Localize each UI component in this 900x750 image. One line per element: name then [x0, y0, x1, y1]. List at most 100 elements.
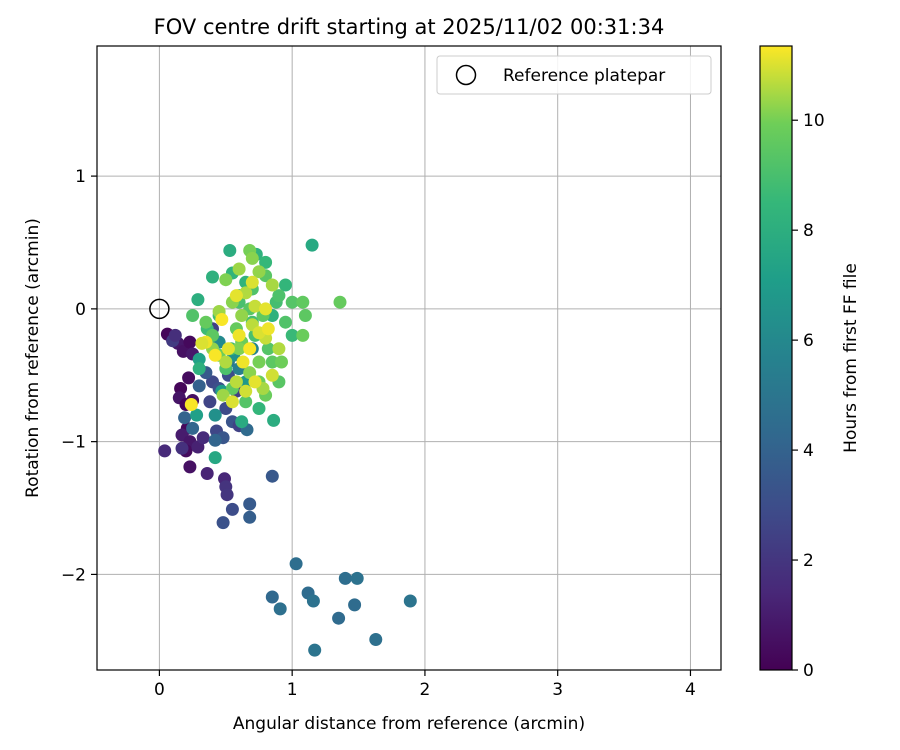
data-point [272, 342, 286, 356]
data-point [305, 238, 319, 252]
data-point [192, 362, 206, 376]
data-point [252, 355, 266, 369]
data-point [232, 262, 246, 276]
data-point [208, 451, 222, 465]
data-point [239, 395, 253, 409]
data-point [206, 270, 219, 284]
data-point [265, 590, 279, 604]
y-axis-ticks: −2 −1 0 1 [61, 167, 97, 585]
y-tick-label: −2 [61, 565, 86, 585]
data-point [158, 444, 172, 458]
data-point [333, 295, 347, 309]
x-axis-ticks: 0 1 2 3 4 [154, 670, 696, 700]
data-point [215, 313, 229, 326]
data-point [243, 342, 257, 356]
legend-marker-icon [455, 64, 477, 86]
data-point [350, 571, 364, 585]
data-point [183, 460, 197, 474]
legend-entry-label: Reference platepar [503, 66, 665, 86]
data-point [306, 594, 320, 608]
data-point [243, 497, 257, 511]
data-point [229, 375, 243, 389]
colorbar-tick-label: 6 [803, 331, 814, 351]
data-point [265, 368, 279, 382]
data-point [267, 413, 281, 427]
chart-title: FOV centre drift starting at 2025/11/02 … [154, 15, 665, 39]
data-point [338, 571, 352, 585]
data-point [261, 342, 275, 356]
data-point [192, 379, 206, 393]
colorbar-gradient [759, 45, 793, 671]
data-point [279, 278, 292, 292]
data-point [245, 275, 259, 289]
x-tick-label: 0 [154, 680, 165, 700]
data-point [235, 309, 249, 322]
data-point [279, 315, 292, 329]
data-point [243, 510, 257, 524]
data-point [285, 295, 299, 309]
data-point [199, 315, 213, 329]
colorbar-tick-label: 2 [803, 551, 814, 571]
y-tick-label: 0 [75, 300, 86, 320]
colorbar-tick-label: 4 [803, 441, 814, 461]
data-point [289, 557, 303, 571]
data-point [220, 488, 234, 502]
data-point [223, 244, 237, 257]
data-point [203, 395, 217, 409]
data-point [265, 278, 279, 292]
colorbar-ticks: 0 2 4 6 8 10 [792, 111, 825, 681]
data-point [273, 602, 287, 616]
data-point [265, 469, 279, 483]
plot-frame [96, 45, 722, 671]
data-point [208, 348, 222, 362]
x-tick-label: 3 [552, 680, 563, 700]
x-axis-label: Angular distance from reference (arcmin) [233, 714, 585, 734]
data-point [186, 309, 200, 322]
data-point [196, 431, 210, 445]
data-point [183, 335, 197, 349]
data-point [236, 355, 250, 369]
y-tick-label: 1 [75, 167, 86, 187]
data-point [186, 421, 200, 435]
colorbar-label: Hours from first FF file [841, 263, 861, 453]
colorbar: 0 2 4 6 8 10 Hours from first FF file [759, 45, 861, 681]
data-points [158, 238, 417, 657]
data-point [259, 255, 273, 269]
x-tick-label: 1 [287, 680, 298, 700]
data-point [296, 295, 310, 309]
data-point [298, 309, 312, 322]
data-point [248, 375, 262, 389]
data-point [208, 433, 222, 447]
data-point [272, 289, 286, 303]
data-point [225, 395, 239, 409]
data-point [275, 355, 288, 369]
data-point [200, 467, 214, 480]
data-point [208, 408, 222, 422]
data-point [192, 352, 206, 366]
data-point [332, 611, 346, 625]
data-point [296, 328, 310, 342]
x-tick-label: 4 [685, 680, 696, 700]
data-point [259, 302, 273, 316]
data-point [195, 336, 209, 350]
data-point [403, 594, 417, 608]
data-point [168, 328, 182, 342]
y-tick-label: −1 [61, 433, 86, 453]
data-point [261, 322, 275, 336]
data-point [348, 598, 362, 612]
data-point [232, 342, 246, 356]
data-point [252, 402, 266, 415]
data-point [239, 384, 253, 398]
colorbar-tick-label: 0 [803, 661, 814, 681]
data-point [285, 328, 299, 342]
data-point [191, 293, 205, 307]
data-point [216, 516, 230, 530]
data-point [190, 408, 204, 422]
data-point [265, 355, 279, 369]
data-point [248, 299, 262, 313]
data-point [232, 328, 246, 342]
data-point [225, 502, 239, 516]
colorbar-tick-label: 8 [803, 221, 814, 241]
data-point [182, 371, 196, 385]
data-point [229, 289, 243, 303]
